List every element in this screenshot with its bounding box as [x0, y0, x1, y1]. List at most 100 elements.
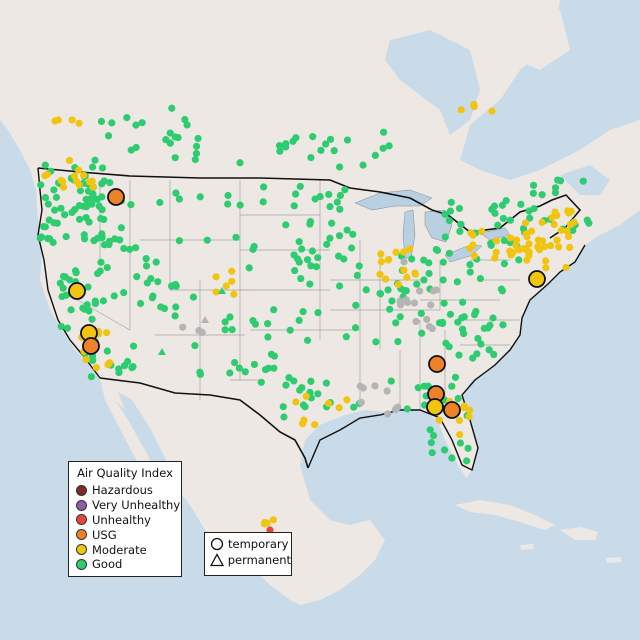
monitor-dot — [230, 358, 239, 367]
monitor-dot — [189, 293, 198, 301]
monitor-dot — [149, 292, 157, 300]
monitor-dot — [323, 240, 331, 248]
monitor-dot — [432, 245, 440, 254]
monitor-dot — [168, 104, 176, 112]
monitor-dot — [456, 439, 464, 447]
monitor-dot — [464, 444, 472, 452]
monitor-dot — [330, 147, 338, 155]
monitor-dot — [270, 364, 278, 372]
monitor-dot — [37, 233, 46, 241]
monitor-dot — [37, 181, 45, 189]
legend-item-permanent: permanent — [205, 552, 291, 568]
monitor-dot — [120, 244, 128, 253]
monitor-dot — [88, 177, 96, 185]
monitor-dot — [67, 306, 75, 314]
monitor-dot — [427, 438, 435, 447]
monitor-dot — [377, 258, 386, 266]
monitor-dot — [526, 214, 534, 222]
monitor-dot — [478, 227, 486, 236]
monitor-dot — [82, 355, 90, 364]
monitor-dot — [276, 147, 284, 155]
monitor-dot — [439, 258, 447, 266]
monitor-dot — [470, 252, 478, 260]
monitor-dot — [152, 258, 160, 266]
monitor-dot — [489, 314, 497, 322]
monitor-dot — [376, 270, 384, 278]
monitor-dot — [477, 340, 485, 348]
monitor-dot — [541, 257, 550, 265]
monitor-dot — [212, 288, 220, 296]
monitor-dot — [99, 297, 108, 305]
monitor-dot — [290, 202, 298, 210]
legend-label: permanent — [227, 553, 291, 567]
monitor-dot — [454, 318, 462, 326]
monitor-dot — [97, 117, 106, 126]
monitor-dot — [80, 171, 88, 179]
monitor-dot — [282, 143, 290, 151]
monitor-dot — [291, 266, 299, 275]
monitor-dot — [183, 121, 191, 129]
monitor-dot — [563, 227, 571, 235]
monitor-dot — [487, 239, 495, 247]
monitor-dot — [447, 198, 455, 206]
monitor-dot — [311, 195, 319, 203]
monitor-dot — [172, 189, 180, 197]
monitor-dot — [396, 297, 404, 305]
monitor-dot — [222, 282, 230, 290]
monitor-dot — [454, 394, 462, 403]
monitor-dot — [466, 260, 474, 269]
monitor-dot — [335, 404, 343, 412]
land-baffin — [500, 10, 570, 70]
unhealthy-swatch — [76, 514, 87, 526]
monitor-dot — [473, 350, 481, 358]
monitor-dot — [394, 403, 402, 411]
monitor-dot — [386, 305, 394, 313]
temporary-monitor — [426, 398, 444, 416]
monitor-dot — [551, 184, 560, 192]
monitor-dot — [70, 172, 79, 180]
monitor-dot — [307, 153, 315, 162]
monitor-dot — [167, 282, 176, 290]
monitor-dot — [406, 245, 414, 253]
monitor-dot — [92, 364, 100, 372]
monitor-dot — [166, 129, 174, 137]
monitor-dot — [448, 382, 456, 390]
monitor-dot — [538, 191, 546, 199]
monitor-dot — [420, 276, 428, 284]
monitor-dot — [380, 128, 388, 136]
monitor-dot — [259, 198, 267, 206]
monitor-dot — [267, 350, 276, 358]
monitor-dot — [94, 234, 102, 242]
monitor-dot — [440, 446, 449, 454]
monitor-dot — [416, 287, 424, 295]
monitor-dot — [307, 262, 315, 270]
monitor-dot — [326, 135, 335, 143]
monitor-dot — [325, 190, 333, 199]
monitor-dot — [553, 236, 561, 244]
monitor-dot — [463, 457, 471, 465]
monitor-dot — [236, 159, 244, 167]
monitor-dot — [132, 121, 140, 129]
monitor-dot — [498, 201, 507, 209]
monitor-dot — [396, 313, 404, 321]
monitor-type-legend: temporary permanent — [204, 532, 292, 576]
monitor-dot — [456, 227, 464, 236]
monitor-dot — [506, 234, 515, 242]
monitor-dot — [230, 290, 238, 298]
monitor-dot — [472, 307, 480, 316]
monitor-dot — [492, 248, 500, 256]
monitor-dot — [306, 280, 314, 288]
monitor-dot — [296, 182, 304, 191]
monitor-dot — [445, 249, 454, 257]
monitor-dot — [476, 274, 485, 283]
monitor-dot — [351, 324, 360, 332]
monitor-dot — [179, 323, 187, 331]
monitor-dot — [250, 360, 258, 369]
monitor-dot — [50, 186, 58, 194]
monitor-dot — [257, 378, 265, 386]
monitor-dot — [95, 202, 103, 210]
monitor-dot — [408, 255, 416, 263]
monitor-dot — [371, 382, 379, 390]
monitor-dot — [171, 154, 179, 162]
monitor-dot — [441, 233, 449, 241]
